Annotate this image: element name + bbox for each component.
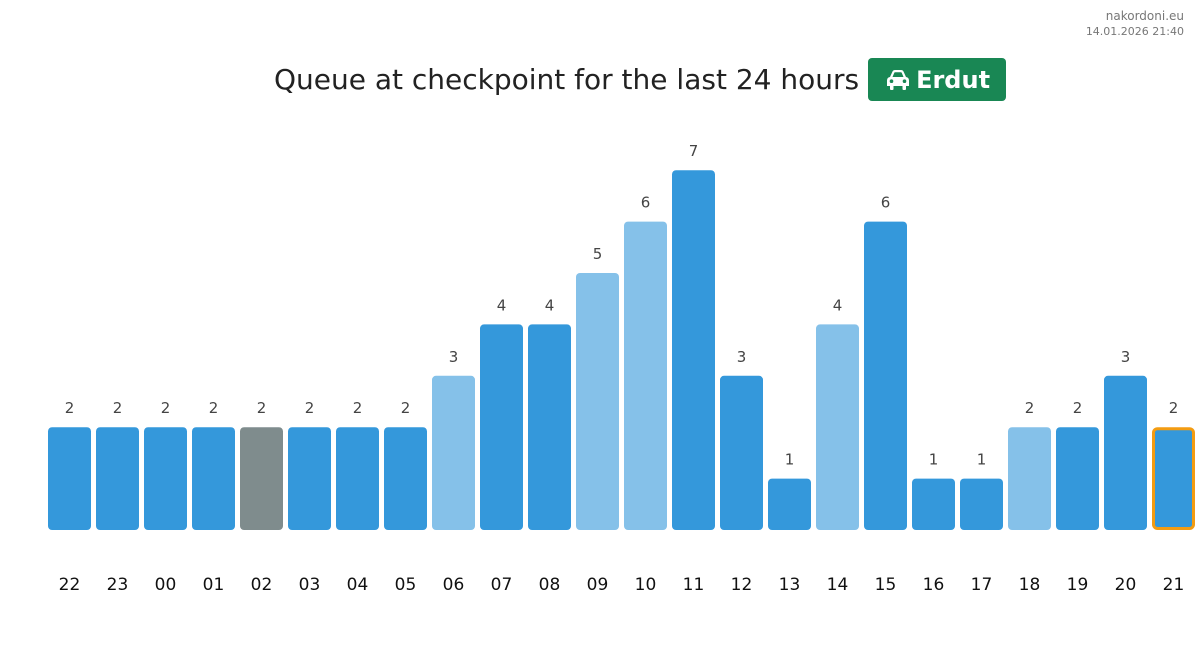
bar-07[interactable]: [480, 324, 523, 530]
category-label-20: 20: [1115, 575, 1137, 595]
value-label-06: 3: [449, 348, 459, 366]
bar-13[interactable]: [768, 478, 811, 530]
bar-12[interactable]: [720, 375, 763, 530]
category-label-22: 22: [59, 575, 81, 595]
category-label-00: 00: [155, 575, 177, 595]
bar-05[interactable]: [384, 427, 427, 530]
bar-09[interactable]: [576, 273, 619, 530]
category-label-04: 04: [347, 575, 369, 595]
value-label-03: 2: [305, 399, 315, 417]
bar-20[interactable]: [1104, 375, 1147, 530]
site-name[interactable]: nakordoni.eu: [1105, 9, 1184, 23]
category-label-15: 15: [875, 575, 897, 595]
bar-03[interactable]: [288, 427, 331, 530]
value-label-23: 2: [113, 399, 123, 417]
category-label-19: 19: [1067, 575, 1089, 595]
timestamp: 14.01.2026 21:40: [1085, 25, 1184, 38]
value-label-14: 4: [833, 296, 843, 314]
bar-11[interactable]: [672, 170, 715, 530]
bar-17[interactable]: [960, 478, 1003, 530]
value-label-05: 2: [401, 399, 411, 417]
bar-16[interactable]: [912, 478, 955, 530]
category-label-18: 18: [1019, 575, 1041, 595]
chart-title-row: Queue at checkpoint for the last 24 hour…: [0, 58, 1200, 101]
category-label-11: 11: [683, 575, 705, 595]
bar-00[interactable]: [144, 427, 187, 530]
value-label-02: 2: [257, 399, 267, 417]
value-label-10: 6: [641, 194, 651, 212]
bar-02[interactable]: [240, 427, 283, 530]
category-label-06: 06: [443, 575, 465, 595]
value-label-17: 1: [977, 451, 987, 469]
category-label-17: 17: [971, 575, 993, 595]
bar-19[interactable]: [1056, 427, 1099, 530]
bar-08[interactable]: [528, 324, 571, 530]
bar-04[interactable]: [336, 427, 379, 530]
value-label-04: 2: [353, 399, 363, 417]
category-label-07: 07: [491, 575, 513, 595]
checkpoint-badge[interactable]: Erdut: [868, 58, 1007, 101]
value-label-07: 4: [497, 296, 507, 314]
value-label-01: 2: [209, 399, 219, 417]
category-label-21: 21: [1163, 575, 1185, 595]
bar-06[interactable]: [432, 375, 475, 530]
category-label-01: 01: [203, 575, 225, 595]
car-icon: [887, 69, 910, 90]
category-label-23: 23: [107, 575, 129, 595]
category-label-02: 02: [251, 575, 273, 595]
category-label-03: 03: [299, 575, 321, 595]
value-label-22: 2: [65, 399, 75, 417]
checkpoint-name: Erdut: [916, 65, 991, 94]
value-label-12: 3: [737, 348, 747, 366]
category-label-16: 16: [923, 575, 945, 595]
bar-21[interactable]: [1152, 427, 1195, 531]
value-label-21: 2: [1169, 399, 1179, 417]
bar-22[interactable]: [48, 427, 91, 530]
bar-14[interactable]: [816, 324, 859, 530]
category-label-12: 12: [731, 575, 753, 595]
bar-23[interactable]: [96, 427, 139, 530]
category-label-13: 13: [779, 575, 801, 595]
value-label-19: 2: [1073, 399, 1083, 417]
value-label-16: 1: [929, 451, 939, 469]
bar-01[interactable]: [192, 427, 235, 530]
value-label-18: 2: [1025, 399, 1035, 417]
value-label-09: 5: [593, 245, 603, 263]
category-label-09: 09: [587, 575, 609, 595]
value-label-15: 6: [881, 194, 891, 212]
category-label-05: 05: [395, 575, 417, 595]
value-label-11: 7: [689, 142, 699, 160]
bar-15[interactable]: [864, 221, 907, 530]
value-label-08: 4: [545, 296, 555, 314]
value-label-13: 1: [785, 451, 795, 469]
bar-10[interactable]: [624, 221, 667, 530]
category-label-14: 14: [827, 575, 849, 595]
brand-block: nakordoni.eu 14.01.2026 21:40: [1086, 9, 1184, 39]
category-label-10: 10: [635, 575, 657, 595]
category-label-08: 08: [539, 575, 561, 595]
value-label-20: 3: [1121, 348, 1131, 366]
value-label-00: 2: [161, 399, 171, 417]
chart-title: Queue at checkpoint for the last 24 hour…: [273, 63, 860, 96]
bar-18[interactable]: [1008, 427, 1051, 530]
